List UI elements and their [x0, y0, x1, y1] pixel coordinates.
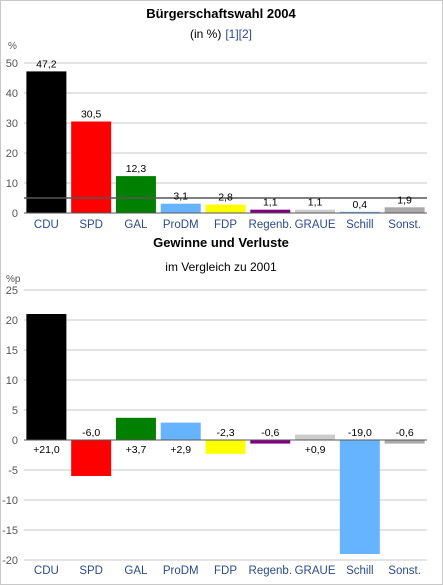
- chart2-bar-cdu: [26, 314, 67, 440]
- chart1-bar-schill: [339, 211, 380, 213]
- chart1-value-label: 12,3: [126, 163, 147, 175]
- chart1-y-tick-label: 10: [6, 178, 18, 190]
- chart1-ref-1[interactable]: [1]: [225, 27, 238, 41]
- chart1-bar-fdp: [205, 204, 246, 213]
- chart2-value-label: +0,9: [305, 444, 326, 456]
- chart1-category-label[interactable]: ProDM: [163, 219, 199, 231]
- chart1-value-label: 30,5: [81, 109, 102, 121]
- chart1-value-label: 2,8: [218, 192, 233, 204]
- chart2-y-tick-label: -20: [2, 555, 18, 567]
- chart1-subtitle: (in %): [190, 27, 221, 41]
- chart1-category-label[interactable]: GAL: [124, 219, 148, 231]
- chart2-y-tick-label: -10: [2, 495, 18, 507]
- chart1-bar-gal: [115, 176, 156, 213]
- chart2-category-label[interactable]: SPD: [79, 565, 103, 577]
- chart1-plot: 0 10 20 30 40 50 47,2 30,5 12,3 3,1 2,8 1,1 1,1 0,4 1,…: [6, 58, 427, 231]
- chart1-subtitle-line: (in %) [1][2]: [190, 27, 252, 41]
- chart1-value-label: 1,9: [397, 194, 412, 206]
- chart1-category-label[interactable]: Regenb.: [249, 219, 292, 231]
- chart1-y-tick-label: 50: [6, 58, 18, 70]
- chart2-unit-label: %p: [6, 274, 21, 285]
- chart2-bar-graue: [295, 434, 336, 440]
- chart2-category-label[interactable]: Sonst.: [388, 565, 421, 577]
- chart2-bar-regenb: [250, 440, 291, 444]
- chart1-bar-prodm: [160, 203, 201, 213]
- chart1-category-label[interactable]: Sonst.: [388, 219, 421, 231]
- chart2-value-label: -6,0: [82, 427, 100, 439]
- chart1-category-label[interactable]: SPD: [79, 219, 103, 231]
- chart2-y-tick-label: 25: [6, 285, 18, 297]
- chart1-y-tick-label: 30: [6, 118, 18, 130]
- chart2-plot: -20 -15 -10 -5 0 5 10 15 20 25 +21,0 -6,0 +3,7 +2,9 -2…: [2, 285, 427, 577]
- chart2-y-tick-label: 0: [12, 435, 18, 447]
- chart1-unit-label: %: [8, 41, 17, 52]
- chart2-category-label[interactable]: Schill: [346, 565, 373, 577]
- chart2-bar-prodm: [160, 422, 201, 440]
- chart2-category-label[interactable]: GRAUE: [295, 565, 336, 577]
- chart1-bar-regenb: [250, 209, 291, 213]
- chart2-category-label[interactable]: FDP: [214, 565, 237, 577]
- chart1-title: Bürgerschaftswahl 2004: [146, 6, 296, 21]
- chart2-bar-schill: [339, 440, 380, 554]
- chart1-bar-sonst: [384, 207, 425, 213]
- chart1-ref-2[interactable]: [2]: [239, 27, 252, 41]
- chart2-y-tick-label: 5: [12, 405, 18, 417]
- chart2-value-label: +21,0: [33, 444, 60, 456]
- chart2-category-label[interactable]: GAL: [124, 565, 148, 577]
- chart2-value-label: -19,0: [348, 427, 372, 439]
- chart2-y-tick-label: -5: [8, 465, 18, 477]
- chart2-value-label: +2,9: [170, 444, 191, 456]
- chart2-category-label[interactable]: CDU: [34, 565, 59, 577]
- chart2-y-tick-label: 20: [6, 315, 18, 327]
- chart2-value-label: -0,6: [396, 427, 414, 439]
- chart1-bar-graue: [295, 209, 336, 213]
- chart1-bar-cdu: [26, 71, 67, 214]
- chart1-category-label[interactable]: GRAUE: [295, 219, 336, 231]
- chart2-subtitle: im Vergleich zu 2001: [165, 260, 277, 274]
- chart1-value-label: 3,1: [173, 191, 188, 203]
- chart1-y-tick-label: 20: [6, 148, 18, 160]
- chart2-title: Gewinne und Verluste: [153, 235, 289, 250]
- chart1-category-label[interactable]: Schill: [346, 219, 373, 231]
- chart1-y-tick-label: 40: [6, 88, 18, 100]
- chart2-category-label[interactable]: ProDM: [163, 565, 199, 577]
- chart2-value-label: +3,7: [126, 444, 147, 456]
- chart2-bar-sonst: [384, 440, 425, 444]
- chart1-value-label: 1,1: [263, 197, 278, 209]
- chart1-value-label: 47,2: [36, 58, 57, 70]
- chart2-value-label: -2,3: [216, 427, 234, 439]
- chart2-bar-spd: [71, 440, 112, 476]
- chart2-bar-fdp: [205, 440, 246, 454]
- chart2-value-label: -0,6: [261, 427, 279, 439]
- chart1-bar-spd: [71, 121, 112, 213]
- chart1-y-tick-label: 0: [12, 208, 18, 220]
- chart1-value-label: 0,4: [353, 199, 368, 211]
- chart1-value-label: 1,1: [308, 197, 323, 209]
- chart1-category-label[interactable]: FDP: [214, 219, 237, 231]
- chart1-category-label[interactable]: CDU: [34, 219, 59, 231]
- chart2-category-label[interactable]: Regenb.: [249, 565, 292, 577]
- chart2-bar-gal: [115, 417, 156, 440]
- chart2-y-tick-label: 15: [6, 345, 18, 357]
- chart2-y-tick-label: 10: [6, 375, 18, 387]
- chart2-y-tick-label: -15: [2, 525, 18, 537]
